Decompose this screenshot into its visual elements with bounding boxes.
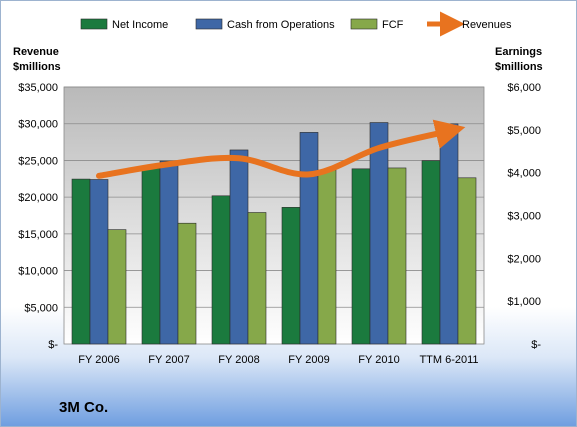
left-tick-label: $5,000 xyxy=(24,302,58,314)
bar-fcf xyxy=(177,222,197,345)
left-axis-ticks: $- $5,000 $10,000 $15,000 $20,000 $25,000 $30,… xyxy=(18,82,58,351)
legend-label: Revenues xyxy=(462,19,512,31)
legend-label: Net Income xyxy=(112,19,168,31)
legend: Net Income Cash from Operations FCF Revenue… xyxy=(80,11,512,37)
legend-label: Cash from Operations xyxy=(227,19,335,31)
x-tick-label: FY 2009 xyxy=(288,354,329,366)
legend-swatch xyxy=(80,18,108,30)
bar-cash-from-operations xyxy=(299,132,319,345)
left-tick-label: $30,000 xyxy=(18,119,58,131)
left-tick-label: $15,000 xyxy=(18,229,58,241)
bar-net-income xyxy=(421,160,441,345)
right-tick-label: $1,000 xyxy=(507,296,541,308)
right-tick-label: $- xyxy=(531,339,541,351)
left-tick-label: $35,000 xyxy=(18,82,58,94)
right-axis-title-line1: Earnings xyxy=(495,46,542,58)
left-tick-label: $20,000 xyxy=(18,192,58,204)
chart-title: 3M Co. xyxy=(59,399,109,416)
right-axis-ticks: $- $1,000 $2,000 $3,000 $4,000 $5,000 $6,000 xyxy=(507,82,541,351)
bar-net-income xyxy=(141,168,161,345)
bars-group xyxy=(71,122,477,345)
bar-cash-from-operations xyxy=(229,149,249,345)
bar-net-income xyxy=(211,195,231,345)
left-tick-label: $25,000 xyxy=(18,155,58,167)
left-tick-label: $- xyxy=(48,339,58,351)
x-tick-label: TTM 6-2011 xyxy=(419,354,478,366)
revenue-line-group xyxy=(96,119,466,179)
right-tick-label: $4,000 xyxy=(507,168,541,180)
right-tick-label: $3,000 xyxy=(507,211,541,223)
bar-net-income xyxy=(281,207,301,345)
bar-cash-from-operations xyxy=(89,179,109,345)
plot-area xyxy=(63,86,485,345)
x-tick-label: FY 2007 xyxy=(148,354,189,366)
bar-net-income xyxy=(351,168,371,345)
bar-fcf xyxy=(107,229,127,345)
gridlines xyxy=(64,86,484,308)
bar-cash-from-operations xyxy=(159,160,179,345)
bar-fcf xyxy=(317,169,337,345)
left-axis-title-line2: $millions xyxy=(13,61,61,73)
bar-fcf xyxy=(247,212,267,345)
x-axis-ticks: FY 2006 FY 2007 FY 2008 FY 2009 FY 2010 TTM 6… xyxy=(78,354,478,366)
right-tick-label: $2,000 xyxy=(507,253,541,265)
line-revenues xyxy=(96,119,466,179)
legend-swatch xyxy=(350,18,378,30)
x-tick-label: FY 2006 xyxy=(78,354,119,366)
left-axis-title-line1: Revenue xyxy=(13,46,59,58)
bar-fcf xyxy=(457,177,477,345)
left-tick-label: $10,000 xyxy=(18,266,58,278)
bar-cash-from-operations xyxy=(369,122,389,345)
bar-fcf xyxy=(387,167,407,345)
x-tick-label: FY 2008 xyxy=(218,354,259,366)
bar-cash-from-operations xyxy=(439,123,459,345)
right-tick-label: $5,000 xyxy=(507,125,541,137)
legend-label: FCF xyxy=(382,19,404,31)
right-tick-label: $6,000 xyxy=(507,82,541,94)
right-axis-title-line2: $millions xyxy=(495,61,543,73)
x-tick-label: FY 2010 xyxy=(358,354,399,366)
legend-swatch xyxy=(195,18,223,30)
bar-net-income xyxy=(71,178,91,345)
